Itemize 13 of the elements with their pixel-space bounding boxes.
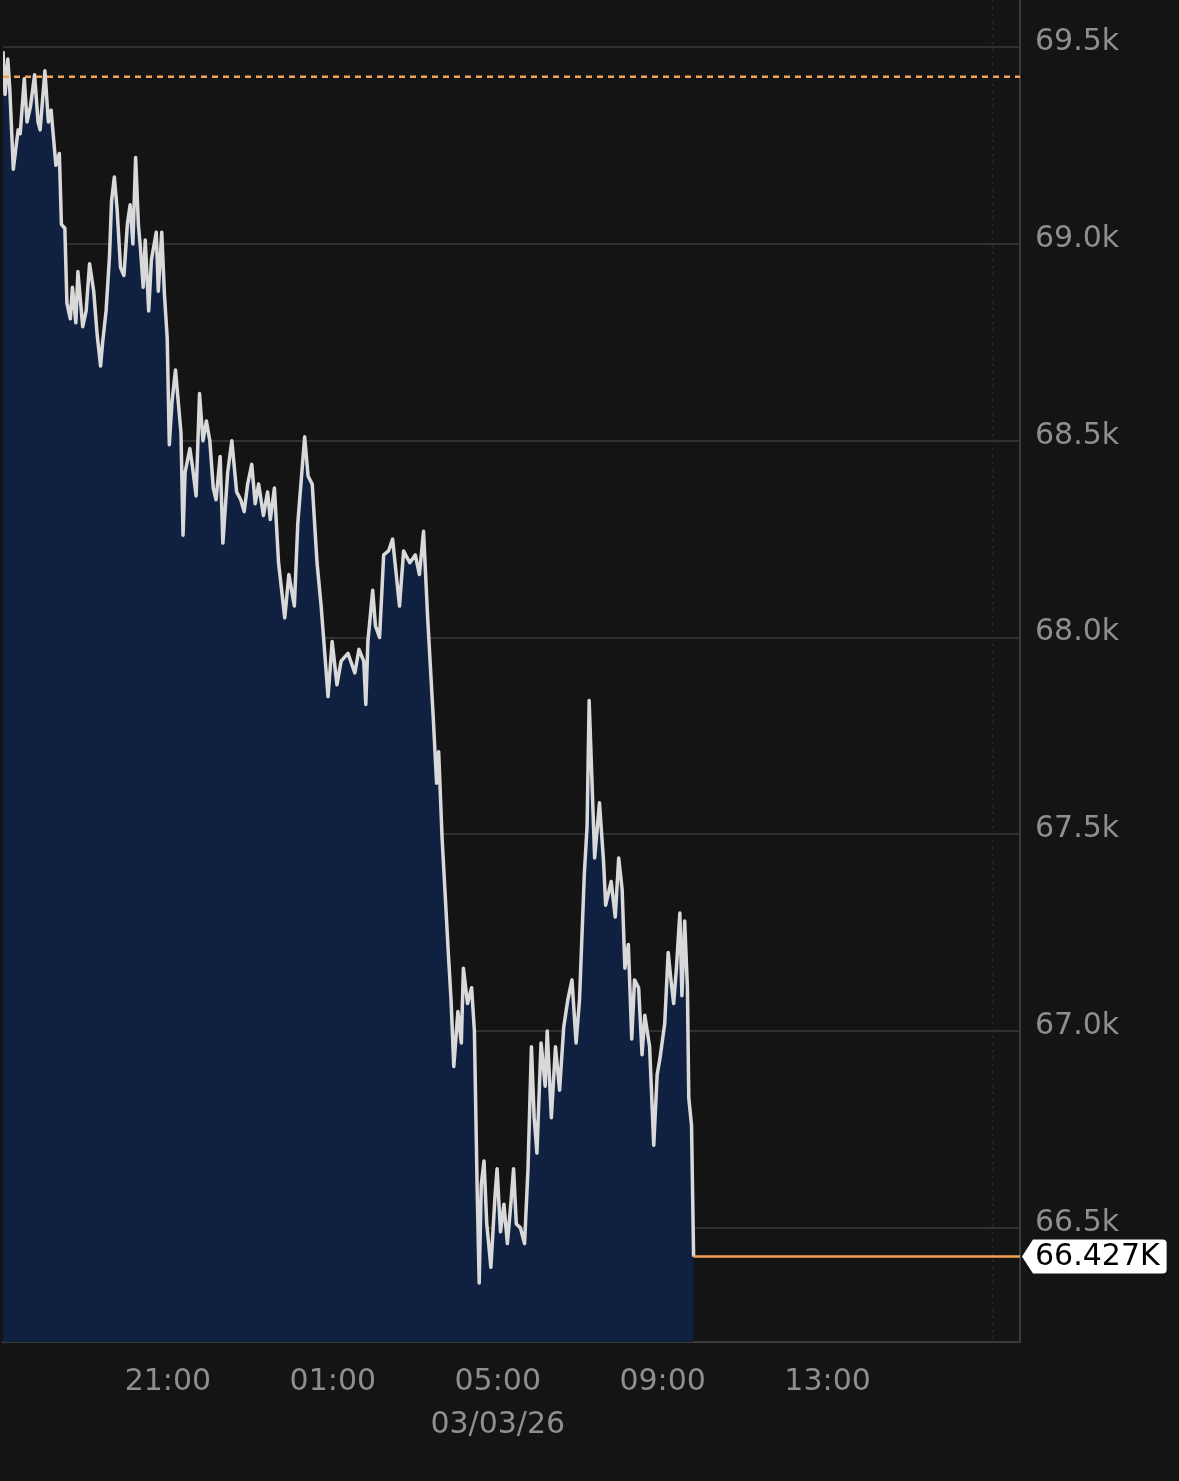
y-tick-label: 67.5k (1035, 809, 1120, 845)
x-tick-label: 05:00 03/03/26 (430, 1361, 566, 1441)
x-tick-label: 01:00 (289, 1361, 377, 1397)
y-tick-label: 66.5k (1035, 1202, 1120, 1238)
x-tick-label: 13:00 (784, 1361, 871, 1397)
x-tick-label: 21:00 (124, 1361, 212, 1397)
y-tick-label: 69.0k (1035, 218, 1120, 254)
ref-line-label: 66.427K (1035, 1237, 1161, 1273)
y-tick-label: 68.0k (1035, 612, 1120, 648)
y-tick-label: 67.0k (1035, 1005, 1120, 1041)
y-tick-label: 69.5k (1035, 22, 1120, 58)
y-tick-label: 68.5k (1035, 415, 1120, 451)
x-tick-label: 09:00 (619, 1361, 706, 1397)
